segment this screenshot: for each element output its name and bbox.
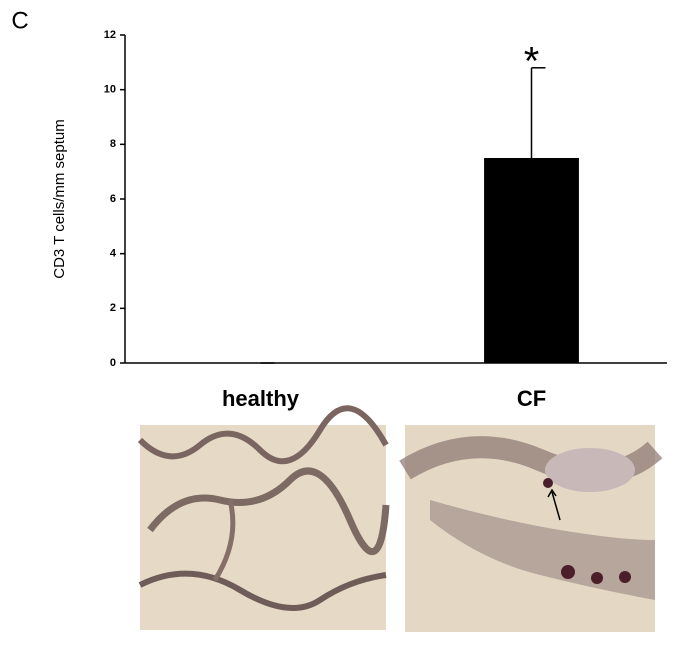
micrograph-healthy — [137, 405, 390, 630]
y-tick-label: 4 — [110, 248, 117, 260]
micrograph-cf — [399, 425, 663, 632]
y-tick-label: 10 — [104, 84, 116, 96]
y-tick-label: 2 — [110, 302, 116, 314]
significance-marker: * — [524, 39, 540, 83]
y-tick-label: 6 — [110, 193, 116, 205]
bar — [484, 158, 579, 363]
y-tick-label: 12 — [104, 29, 116, 41]
x-tick-label: healthy — [222, 386, 300, 411]
panel-label: C — [11, 7, 28, 34]
x-tick-label: CF — [517, 386, 546, 411]
y-tick-label: 8 — [110, 138, 116, 150]
y-axis-label: CD3 T cells/mm septum — [51, 119, 68, 279]
y-tick-label: 0 — [110, 357, 116, 369]
